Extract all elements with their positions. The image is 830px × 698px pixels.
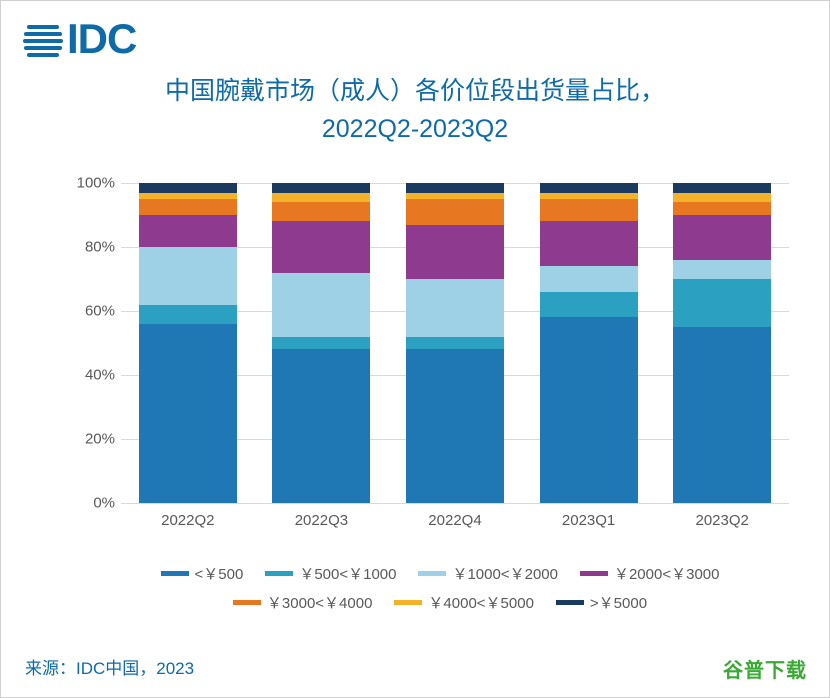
bar-column: 2023Q2 — [673, 183, 771, 503]
bar-segment — [540, 317, 638, 503]
bar-segment — [139, 305, 237, 324]
legend-label: ￥500<￥1000 — [299, 563, 396, 584]
bar-segment — [272, 349, 370, 503]
bar-segment — [406, 349, 504, 503]
bar-segment — [139, 183, 237, 193]
legend: <￥500 ￥500<￥1000 ￥1000<￥2000 ￥2000<￥3000 ￥30… — [91, 563, 789, 613]
bar-segment — [272, 273, 370, 337]
bar-segment — [673, 327, 771, 503]
watermark: 谷普下载 — [723, 654, 807, 683]
y-tick-label: 40% — [71, 367, 115, 384]
bar-segment — [673, 193, 771, 203]
legend-label: ￥1000<￥2000 — [452, 563, 558, 584]
legend-label: <￥500 — [195, 563, 244, 584]
legend-item: ￥4000<￥5000 — [394, 592, 534, 613]
plot-area: 0%20%40%60%80%100%2022Q22022Q32022Q42023… — [121, 183, 789, 503]
x-tick-label: 2022Q3 — [295, 512, 348, 529]
legend-label: ￥2000<￥3000 — [614, 563, 720, 584]
title-line1: 中国腕戴市场（成人）各价位段出货量占比， — [1, 73, 829, 111]
bar-segment — [540, 221, 638, 266]
idc-logo: IDC — [23, 15, 136, 63]
bar-segment — [406, 337, 504, 350]
bar-segment — [673, 279, 771, 327]
bar-column: 2022Q2 — [139, 183, 237, 503]
bar-segment — [139, 324, 237, 503]
y-tick-label: 80% — [71, 239, 115, 256]
bar-segment — [540, 266, 638, 292]
legend-swatch — [265, 571, 293, 576]
bar-segment — [139, 215, 237, 247]
x-tick-label: 2022Q4 — [428, 512, 481, 529]
legend-label: >￥5000 — [590, 592, 647, 613]
legend-item: <￥500 — [161, 563, 244, 584]
bar-segment — [673, 260, 771, 279]
bar-segment — [272, 202, 370, 221]
legend-swatch — [161, 571, 189, 576]
bar-segment — [272, 183, 370, 193]
bar-column: 2022Q4 — [406, 183, 504, 503]
bar-segment — [673, 183, 771, 193]
legend-item: ￥2000<￥3000 — [580, 563, 720, 584]
bar-segment — [272, 221, 370, 272]
legend-item: ￥3000<￥4000 — [233, 592, 373, 613]
bar-segment — [406, 199, 504, 225]
bar-column: 2023Q1 — [540, 183, 638, 503]
legend-item: ￥1000<￥2000 — [418, 563, 558, 584]
gridline — [121, 503, 789, 504]
x-tick-label: 2023Q1 — [562, 512, 615, 529]
legend-swatch — [580, 571, 608, 576]
y-tick-label: 20% — [71, 431, 115, 448]
source-text: 来源：IDC中国，2023 — [25, 654, 194, 679]
bar-segment — [673, 202, 771, 215]
bar-segment — [139, 247, 237, 305]
legend-swatch — [418, 571, 446, 576]
bar-segment — [673, 215, 771, 260]
bar-segment — [406, 183, 504, 193]
bars-container: 2022Q2 2022Q3 2022Q4 2023Q1 2023Q2 — [121, 183, 789, 503]
bar-column: 2022Q3 — [272, 183, 370, 503]
legend-item: ￥500<￥1000 — [265, 563, 396, 584]
legend-swatch — [394, 600, 422, 605]
legend-label: ￥3000<￥4000 — [267, 592, 373, 613]
legend-item: >￥5000 — [556, 592, 647, 613]
legend-swatch — [556, 600, 584, 605]
bar-segment — [540, 183, 638, 193]
y-tick-label: 60% — [71, 303, 115, 320]
legend-label: ￥4000<￥5000 — [428, 592, 534, 613]
title-line2: 2022Q2-2023Q2 — [1, 111, 829, 149]
logo-text: IDC — [67, 15, 136, 63]
bar-segment — [406, 279, 504, 337]
y-tick-label: 0% — [71, 495, 115, 512]
x-tick-label: 2023Q2 — [695, 512, 748, 529]
y-tick-label: 100% — [71, 175, 115, 192]
bar-segment — [406, 225, 504, 279]
idc-globe-icon — [23, 19, 63, 59]
x-tick-label: 2022Q2 — [161, 512, 214, 529]
legend-swatch — [233, 600, 261, 605]
bar-segment — [272, 337, 370, 350]
bar-segment — [139, 199, 237, 215]
stacked-bar-chart: 0%20%40%60%80%100%2022Q22022Q32022Q42023… — [69, 183, 789, 533]
bar-segment — [540, 199, 638, 221]
bar-segment — [272, 193, 370, 203]
bar-segment — [540, 292, 638, 318]
chart-title: 中国腕戴市场（成人）各价位段出货量占比， 2022Q2-2023Q2 — [1, 73, 829, 148]
